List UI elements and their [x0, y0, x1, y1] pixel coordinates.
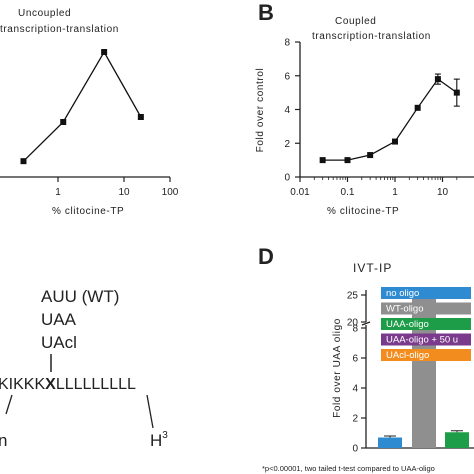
panel-b-points [319, 76, 460, 164]
panel-d-y-tick-label: 20 [347, 318, 359, 329]
panel-b-y-tick-label: 2 [284, 139, 290, 150]
right-terminal-label: H3 [150, 430, 168, 450]
panel-b-data-point [414, 104, 421, 111]
panel-b-title-line1: Coupled [335, 16, 376, 27]
panel-a-x-ticks [57, 177, 171, 182]
panel-b-y-tick-label: 0 [284, 173, 290, 184]
panel-b-data-point [392, 138, 398, 145]
legend-swatch [381, 349, 471, 361]
panel-a-data-point [20, 158, 27, 165]
left-connector-line [5, 394, 13, 415]
legend-swatch [381, 333, 471, 346]
panel-a-points [20, 49, 144, 165]
panel-d-y-tick-label: 25 [347, 291, 359, 302]
panel-d-chart: D IVT-IP 0 2 4 6 820 25 Fold over UAA oligo n… [258, 244, 474, 473]
panel-a-x-label: % clitocine-TP [52, 206, 124, 217]
panel-b-y-ticks: 0 2 4 6 8 [284, 38, 300, 184]
panel-b-data-point [367, 152, 374, 159]
panel-b-y-tick-label: 4 [284, 105, 290, 116]
panel-a-x-tick-label: 100 [162, 187, 179, 198]
panel-b-y-tick-label: 6 [284, 71, 290, 82]
panel-b-title-line2: transcription-translation [312, 31, 431, 42]
panel-b-data-point [434, 76, 441, 83]
legend-swatch [381, 318, 471, 330]
legend-label: UAcl-oligo [386, 350, 429, 361]
left-terminal-label: n [0, 431, 7, 450]
legend-swatch [381, 287, 471, 299]
panel-d-bars [378, 293, 469, 448]
panel-d-y-label: Fold over UAA oligo [332, 318, 343, 418]
panel-b-x-ticks: 0.01 0.1 1 10 [290, 177, 458, 198]
panel-d-y-tick-label: 6 [352, 354, 358, 365]
panel-d-bar [445, 432, 469, 448]
panel-d-letter: D [258, 244, 274, 269]
panel-d-bar [378, 437, 402, 448]
panel-a-title-line2: transcription-translation [0, 24, 119, 35]
panel-d-legend: no oligo WT-oligo UAA-oligo UAA-oligo + 50 … [381, 287, 471, 361]
panel-c-sequence: AUU (WT) UAA UAcl KIKKKXLLLLLLLLL n H3 [0, 287, 168, 450]
right-connector-line [146, 394, 154, 429]
panel-a-x-tick-label: 1 [55, 187, 61, 198]
panel-d-y-tick-label: 2 [352, 414, 358, 425]
panel-d-title: IVT-IP [353, 261, 392, 275]
legend-swatch [381, 302, 471, 315]
legend-label: WT-oligo [386, 304, 423, 315]
panel-a-series-line [23, 50, 142, 162]
significance-footnote: *p<0.00001, two tailed t-test compared t… [262, 464, 435, 473]
panel-a-title-line1: Uncoupled [18, 8, 71, 19]
panel-b-data-point [344, 157, 351, 164]
panel-d-y-tick-label: 0 [352, 444, 358, 455]
panel-b-series-line [322, 78, 458, 161]
panel-d-bar [412, 328, 436, 448]
panel-a-data-point [60, 119, 67, 125]
panel-a-x-tick-label: 10 [118, 187, 130, 198]
panel-a-data-point [101, 49, 108, 55]
panel-b-x-tick-label: 0.1 [341, 187, 355, 198]
panel-b-chart: B Coupled transcription-translation 0 2 4 6… [255, 0, 474, 217]
panel-b-data-point [319, 157, 326, 164]
peptide-sequence: KIKKKXLLLLLLLLL [0, 376, 136, 393]
panel-d-y-tick-label: 4 [352, 384, 358, 395]
panel-b-letter: B [258, 0, 274, 25]
variant-uacl: UAcl [41, 333, 77, 352]
legend-label: UAA-oligo [386, 319, 429, 330]
legend-label: UAA-oligo + 50 u [386, 335, 458, 346]
variant-wt: AUU (WT) [41, 287, 119, 306]
panel-d-y-ticks: 0 2 4 6 820 25 [347, 291, 366, 455]
panel-b-y-tick-label: 8 [284, 38, 290, 49]
panel-d-y-tick-label: 8 [352, 324, 358, 335]
panel-a-data-point [137, 114, 144, 120]
panel-a-chart: Uncoupled transcription-translation 1 10… [0, 8, 179, 217]
panel-b-y-label: Fold over control [255, 68, 266, 153]
panel-b-x-tick-label: 0.01 [290, 187, 310, 198]
panel-b-x-tick-label: 10 [437, 187, 449, 198]
legend-label: no oligo [386, 288, 419, 299]
panel-b-data-point [453, 89, 460, 96]
variant-uaa: UAA [41, 310, 77, 329]
panel-b-x-tick-label: 1 [392, 187, 398, 198]
panel-b-x-label: % clitocine-TP [327, 206, 399, 217]
axis-break-mark [361, 321, 371, 326]
